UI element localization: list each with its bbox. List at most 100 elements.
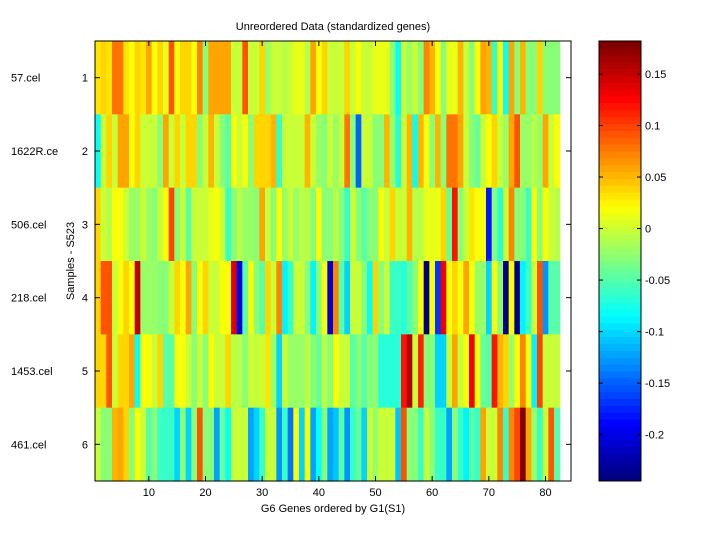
heatmap-cell xyxy=(248,41,255,115)
heatmap-cell xyxy=(299,41,306,115)
colorbar-swatch xyxy=(599,474,641,482)
heatmap-cell xyxy=(361,114,368,189)
heatmap-cell xyxy=(514,261,521,335)
heatmap-cell xyxy=(197,407,204,482)
heatmap-cell xyxy=(259,41,266,115)
colorbar-swatch xyxy=(599,254,641,262)
heatmap-cell xyxy=(440,41,447,115)
heatmap-cell xyxy=(214,407,221,482)
heatmap-cell xyxy=(163,187,170,262)
heatmap-cell xyxy=(384,41,391,115)
heatmap-cell xyxy=(180,41,187,115)
colorbar-swatch xyxy=(599,426,641,434)
heatmap-cell xyxy=(514,187,521,262)
heatmap-cell xyxy=(497,41,504,115)
heatmap-cell xyxy=(214,261,221,335)
heatmap-cell xyxy=(350,41,357,115)
heatmap-cell xyxy=(129,114,136,189)
heatmap-cell xyxy=(452,261,459,335)
heatmap-cell xyxy=(276,187,283,262)
heatmap-cell xyxy=(219,261,226,335)
heatmap-cell xyxy=(531,41,538,115)
heatmap-cell xyxy=(310,334,317,409)
heatmap-cell xyxy=(401,187,408,262)
plot-frame xyxy=(94,40,572,482)
heatmap-cell xyxy=(146,187,153,262)
heatmap-cell xyxy=(208,261,215,335)
heatmap-cell xyxy=(525,187,532,262)
colorbar-swatch xyxy=(599,364,641,372)
heatmap-cell xyxy=(112,334,119,409)
colorbar-swatch xyxy=(599,247,641,255)
heatmap-cell xyxy=(389,261,396,335)
heatmap-cell xyxy=(423,114,430,189)
heatmap-cell xyxy=(163,114,170,189)
heatmap-cell xyxy=(163,261,170,335)
heatmap-cell xyxy=(174,261,181,335)
heatmap-cell xyxy=(310,41,317,115)
heatmap-cell xyxy=(378,41,385,115)
heatmap-cell xyxy=(129,261,136,335)
heatmap-cell xyxy=(248,114,255,189)
colorbar-swatch xyxy=(599,446,641,454)
heatmap-cell xyxy=(151,407,158,482)
heatmap-cell xyxy=(457,114,464,189)
colorbar-swatch xyxy=(599,302,641,310)
colorbar-swatch xyxy=(599,68,641,76)
heatmap-cell xyxy=(242,114,249,189)
colorbar-tick-label: -0.05 xyxy=(645,275,670,287)
heatmap-cell xyxy=(423,41,430,115)
heatmap-cell xyxy=(435,261,442,335)
heatmap-cell xyxy=(514,41,521,115)
heatmap-cell xyxy=(134,407,141,482)
heatmap-cell xyxy=(469,114,476,189)
sample-label: 218.cel xyxy=(11,293,46,305)
heatmap-cell xyxy=(440,187,447,262)
heatmap-cell xyxy=(367,407,374,482)
heatmap-cell xyxy=(208,41,215,115)
heatmap-cell xyxy=(282,187,289,262)
x-tick-label: 20 xyxy=(199,487,211,499)
colorbar-swatch xyxy=(599,199,641,207)
heatmap-cell xyxy=(355,261,362,335)
heatmap-cell xyxy=(316,41,323,115)
heatmap-cell xyxy=(401,407,408,482)
heatmap-cell xyxy=(270,114,277,189)
heatmap-cell xyxy=(248,187,255,262)
heatmap-cell xyxy=(469,407,476,482)
heatmap-cell xyxy=(401,334,408,409)
heatmap-cell xyxy=(401,261,408,335)
colorbar-tick-label: -0.15 xyxy=(645,378,670,390)
heatmap-cell xyxy=(293,187,300,262)
heatmap-cell xyxy=(316,407,323,482)
heatmap-cell xyxy=(219,334,226,409)
heatmap-cell xyxy=(452,187,459,262)
heatmap-cell xyxy=(140,261,147,335)
heatmap-cell xyxy=(395,261,402,335)
heatmap-cell xyxy=(531,407,538,482)
heatmap-cell xyxy=(242,187,249,262)
x-tick-label: 50 xyxy=(369,487,381,499)
heatmap-cell xyxy=(316,114,323,189)
sample-label: 1453.cel xyxy=(11,366,53,378)
heatmap-cell xyxy=(412,114,419,189)
heatmap-cell xyxy=(265,407,272,482)
heatmap-cell xyxy=(435,187,442,262)
heatmap-cell xyxy=(225,261,232,335)
heatmap-cell xyxy=(480,114,487,189)
heatmap-cell xyxy=(491,187,498,262)
heatmap-cell xyxy=(542,187,549,262)
heatmap-cell xyxy=(236,41,243,115)
heatmap-cell xyxy=(259,114,266,189)
heatmap-cell xyxy=(174,41,181,115)
heatmap-cell xyxy=(157,407,164,482)
colorbar-swatch xyxy=(599,192,641,200)
heatmap-cell xyxy=(537,187,544,262)
colorbar-swatch xyxy=(599,329,641,338)
heatmap-cell xyxy=(418,407,425,482)
heatmap-cell xyxy=(270,261,277,335)
heatmap-cell xyxy=(185,187,192,262)
heatmap-cell xyxy=(180,334,187,409)
heatmap-cell xyxy=(395,187,402,262)
heatmap-cell xyxy=(310,261,317,335)
